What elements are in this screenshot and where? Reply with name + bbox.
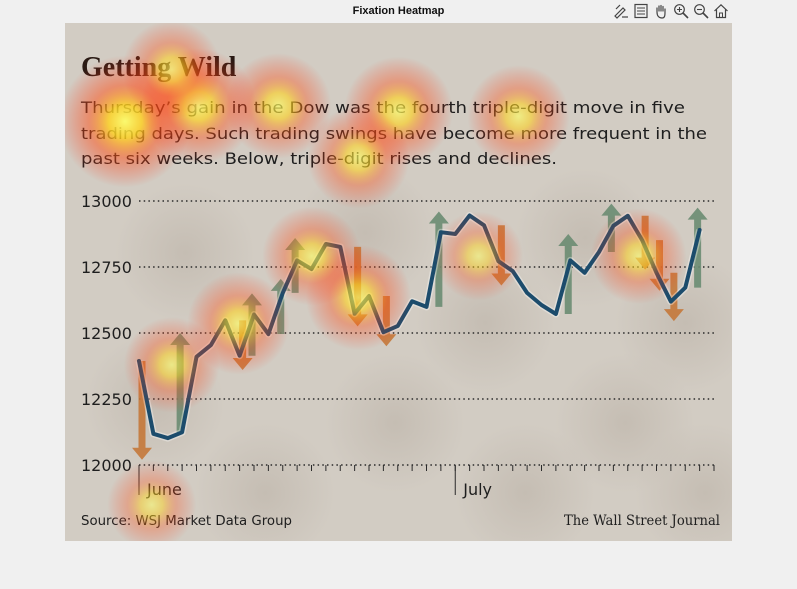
insert-legend-button[interactable] <box>632 2 650 20</box>
zoom-out-button[interactable] <box>692 2 710 20</box>
fixation-spot-2 <box>225 53 332 159</box>
edit-plot-icon <box>614 4 628 19</box>
fixation-spot-9 <box>262 206 362 306</box>
fixation-spot-5 <box>122 23 222 120</box>
home-icon <box>714 3 728 19</box>
y-tick-label-12000: 12000 <box>81 456 132 475</box>
dow-point-29 <box>554 312 558 316</box>
dow-point-38 <box>684 286 687 289</box>
y-tick-label-13000: 13000 <box>81 192 132 211</box>
zoom-in-button[interactable] <box>672 2 690 20</box>
credit-note: The Wall Street Journal <box>564 513 720 529</box>
fixation-spot-11 <box>590 208 687 304</box>
zoom-out-icon <box>694 4 709 19</box>
pan-button[interactable] <box>652 2 670 20</box>
haze-blob-9 <box>635 423 732 541</box>
fixation-spot-12 <box>433 211 524 301</box>
zoom-in-icon <box>674 4 689 19</box>
move-arrow-up-day-39 <box>687 207 708 288</box>
dow-point-30 <box>569 259 572 262</box>
dow-point-28 <box>540 303 543 307</box>
grid-lines: 13000 12750 12500 12250 12000 <box>81 192 714 475</box>
y-tick-label-12750: 12750 <box>81 258 132 277</box>
dow-point-39 <box>698 228 701 232</box>
dow-point-1 <box>152 432 155 436</box>
dow-point-2 <box>166 436 169 440</box>
fixation-spot-4 <box>467 65 570 168</box>
fixation-spot-6 <box>307 106 410 209</box>
pan-icon <box>656 4 666 19</box>
move-arrow-down-day-0 <box>132 360 152 460</box>
month-label-july: July <box>462 480 492 499</box>
fixation-spot-13 <box>107 460 197 541</box>
fixation-spot-10 <box>123 317 220 413</box>
haze-blob-5 <box>325 353 465 493</box>
legend-icon <box>634 3 648 19</box>
window-title: Fixation Heatmap <box>352 5 445 17</box>
dow-point-27 <box>525 291 529 295</box>
y-tick-label-12250: 12250 <box>81 390 132 409</box>
edit-plot-button[interactable] <box>612 2 630 20</box>
y-tick-label-12500: 12500 <box>81 324 132 343</box>
fixation-heat-overlay <box>65 23 687 541</box>
dow-point-31 <box>583 271 586 275</box>
figure-toolbar <box>612 2 730 22</box>
dow-point-37 <box>669 300 673 303</box>
dow-point-3 <box>180 431 184 434</box>
haze-blob-7 <box>195 423 335 541</box>
haze-blob-8 <box>455 423 595 541</box>
restore-view-button[interactable] <box>712 2 730 20</box>
dow-point-19 <box>410 300 414 303</box>
dow-point-20 <box>425 305 428 309</box>
